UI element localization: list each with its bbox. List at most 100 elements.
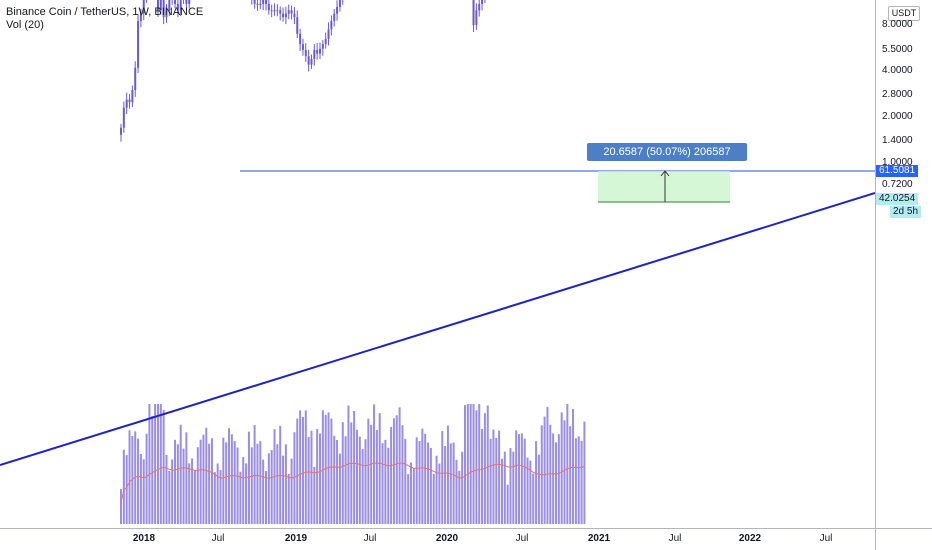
price-tick-label: 0.7200 (882, 178, 913, 190)
volume-bar (384, 439, 387, 524)
candle-body (304, 49, 307, 57)
volume-bar (145, 433, 148, 524)
volume-bar (458, 470, 461, 524)
candle-body (259, 3, 262, 5)
volume-bar (387, 447, 390, 524)
volume-bar (225, 442, 228, 524)
volume-bar (446, 425, 449, 524)
price-tick-label: 8.0000 (882, 19, 913, 31)
candle-body (327, 29, 330, 39)
volume-bar (566, 404, 569, 524)
volume-bar (247, 431, 250, 524)
volume-bar (176, 444, 179, 524)
volume-bar (455, 459, 458, 524)
volume-bar (375, 429, 378, 524)
volume-bar (427, 442, 430, 524)
volume-bar (293, 432, 296, 524)
volume-bar (330, 418, 333, 524)
candle-body (159, 0, 162, 11)
volume-bar (554, 442, 557, 524)
volume-bar (515, 430, 518, 524)
price-tick-label: 1.4000 (882, 134, 913, 146)
volume-bar (287, 473, 290, 524)
candle-body (262, 0, 265, 4)
volume-bar (350, 422, 353, 524)
candle-body (174, 0, 177, 4)
time-tick-label: 2019 (284, 533, 308, 544)
candle-body (120, 127, 122, 135)
volume-bar (154, 404, 157, 524)
volume-bar (148, 404, 151, 524)
candle-body (128, 99, 131, 103)
candle-body (336, 7, 339, 14)
candle-body (293, 13, 296, 18)
price-tick-label: 12.0000 (882, 0, 918, 3)
volume-bar (159, 404, 162, 524)
volume-bar (444, 446, 447, 524)
volume-bar (333, 435, 336, 524)
candle-body (256, 3, 259, 5)
volume-bar (563, 420, 566, 524)
candle-body (162, 0, 165, 18)
volume-bar (202, 434, 205, 524)
volume-bar (432, 473, 435, 524)
volume-bar (378, 413, 381, 524)
candle-body (316, 49, 319, 54)
volume-bar (341, 422, 344, 524)
volume-bar (503, 451, 506, 524)
chart-pane[interactable]: Binance Coin / TetherUS, 1W, BINANCE Vol… (0, 0, 875, 528)
volume-bar (381, 443, 384, 524)
volume-bar (250, 447, 253, 524)
price-tick-label: 4.0000 (882, 64, 913, 76)
volume-bar (412, 468, 415, 524)
volume-bar (222, 437, 225, 524)
hline-price-tag: 61.5081 (876, 165, 919, 177)
volume-bar (122, 449, 125, 524)
volume-bar (262, 459, 265, 524)
volume-bar (535, 441, 538, 524)
volume-bar (415, 437, 418, 524)
volume-bar (418, 440, 421, 524)
volume-bar (236, 447, 239, 524)
volume-bar (156, 404, 159, 524)
volume-bar (336, 439, 339, 524)
volume-bar (441, 431, 444, 524)
measure-tool-arrowhead (660, 170, 670, 177)
candle-body (276, 10, 279, 12)
volume-bar (557, 434, 560, 524)
volume-bar (498, 430, 501, 524)
candle-body (267, 3, 270, 11)
time-axis[interactable]: 2018 Jul 2019 Jul 2020 Jul 2021 Jul 2022 Jul (0, 528, 875, 550)
volume-bar (560, 412, 563, 524)
volume-bar (495, 437, 498, 524)
volume-bar (188, 463, 191, 524)
volume-bar (395, 415, 398, 524)
candle-body (125, 99, 128, 108)
volume-bar (208, 443, 211, 524)
volume-bar (361, 449, 364, 524)
currency-badge[interactable]: USDT (888, 6, 920, 21)
volume-bar (392, 418, 395, 524)
volume-bar (472, 404, 475, 524)
volume-bar (137, 438, 140, 524)
candle-body (156, 0, 159, 11)
volume-indicator-label[interactable]: Vol (20) (6, 19, 44, 31)
time-tick-label: Jul (515, 533, 529, 544)
volume-bar (370, 424, 373, 524)
candle-body (142, 0, 145, 14)
time-tick-label: 2018 (132, 533, 156, 544)
price-chart[interactable] (0, 0, 875, 528)
volume-bar (452, 442, 455, 524)
volume-bar (142, 459, 145, 524)
volume-bar (205, 427, 208, 524)
volume-bar (327, 412, 330, 524)
volume-bar (139, 453, 142, 524)
volume-bar (319, 433, 322, 524)
volume-bar (364, 439, 367, 524)
volume-bar (390, 426, 393, 524)
price-axis[interactable]: USDT 560.0000400.0000280.0000200.0000140… (875, 0, 932, 528)
volume-bar (475, 410, 478, 524)
time-tick-label: Jul (668, 533, 682, 544)
volume-bar (179, 424, 182, 524)
volume-bar (572, 408, 575, 524)
